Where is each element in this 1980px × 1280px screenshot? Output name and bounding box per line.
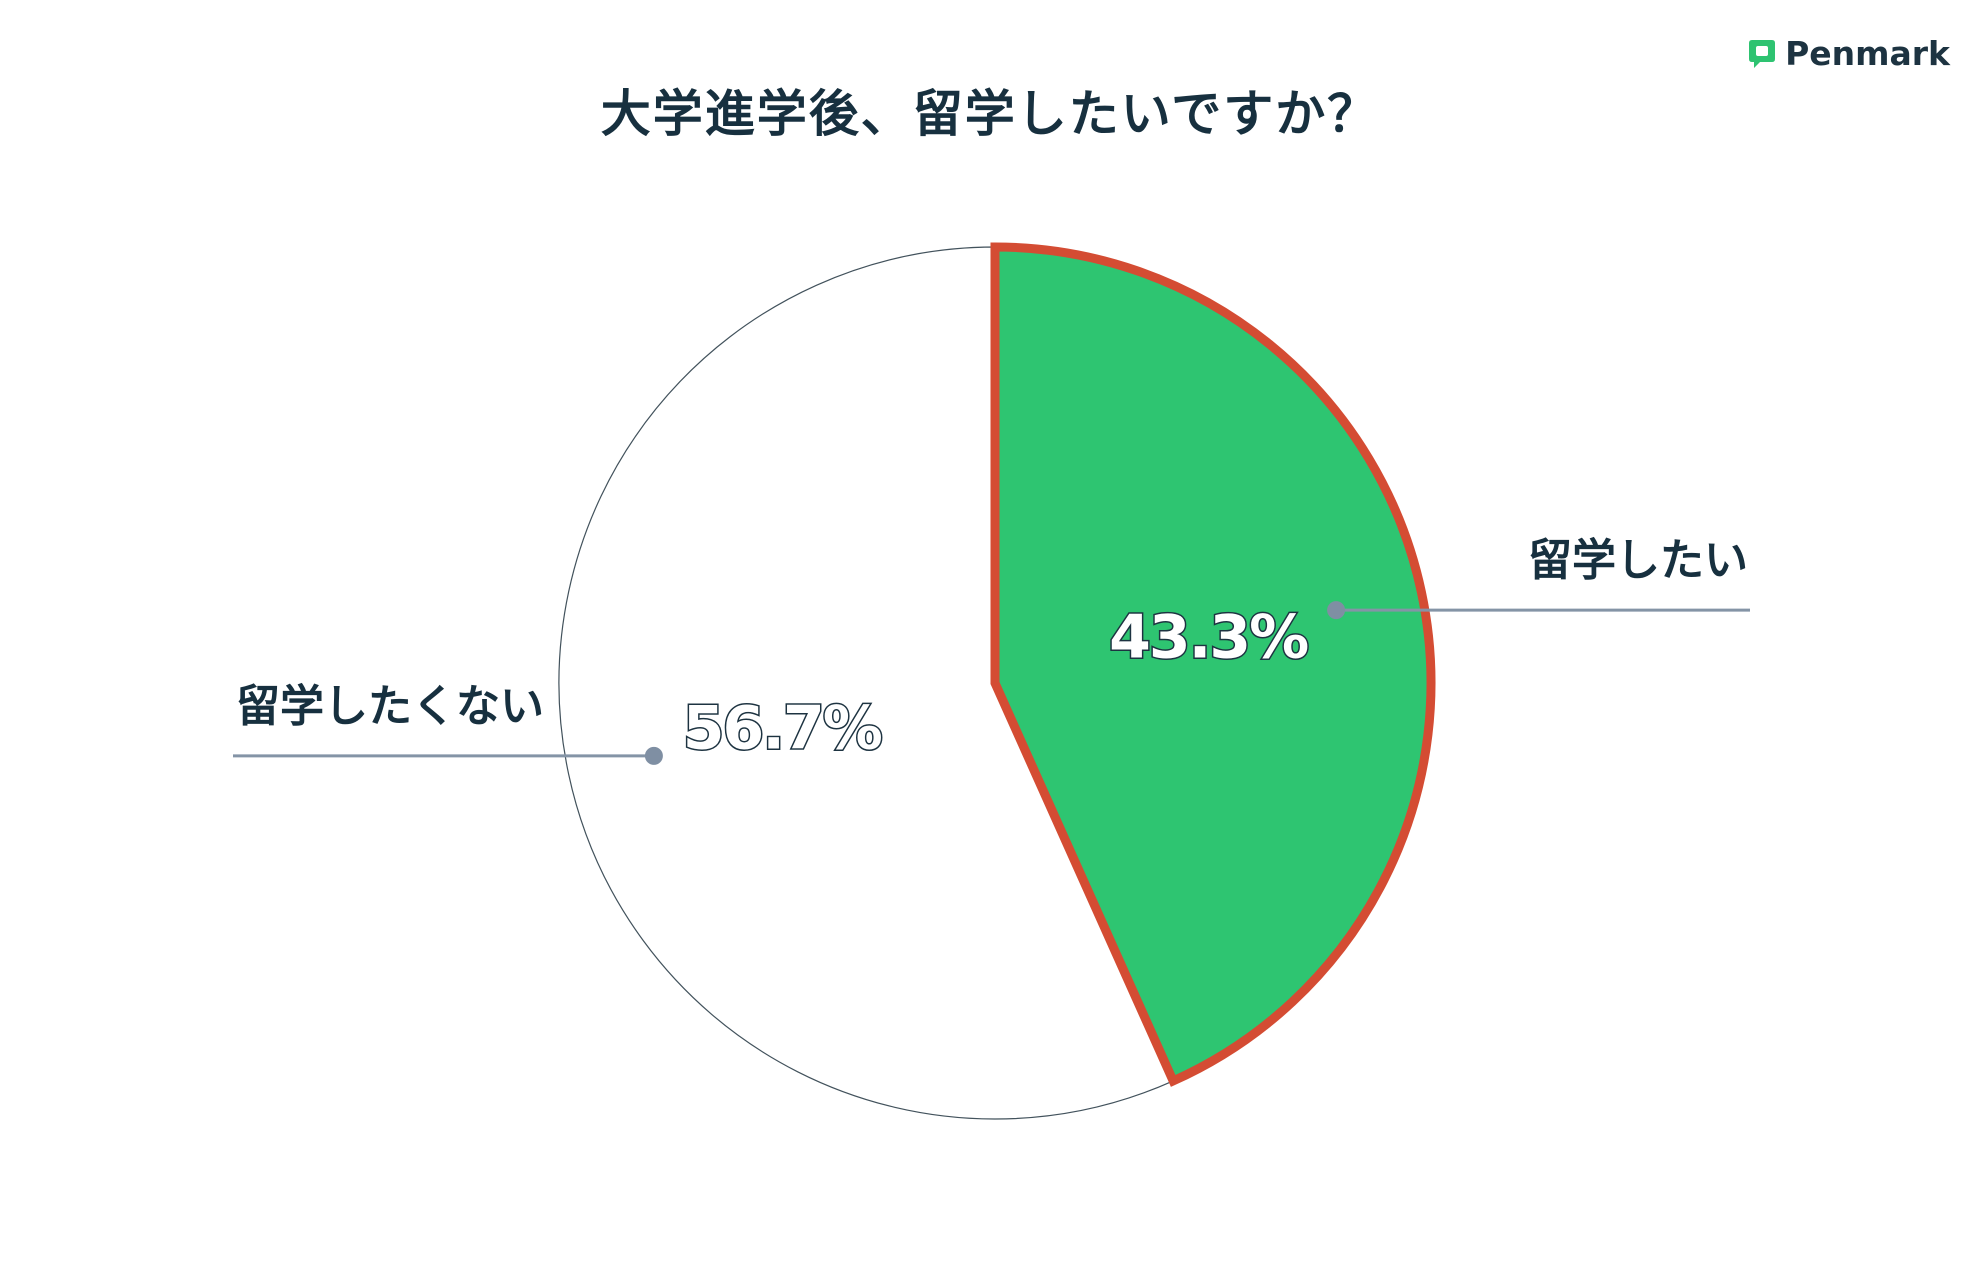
- leader-dot: [644, 746, 663, 765]
- brand-logo: Penmark: [1747, 34, 1950, 73]
- speech-bubble-p-icon: [1749, 39, 1776, 68]
- pie-slice: [558, 246, 1174, 1120]
- leader-dot: [1327, 601, 1346, 620]
- slice-value-label: 43.3%: [1109, 602, 1308, 672]
- pie-slice: [990, 242, 1436, 1087]
- chart-title: 大学進学後、留学したいですか？: [600, 85, 1380, 143]
- slice-category-label: 留学したい: [1528, 535, 1748, 586]
- slice-category-label: 留学したくない: [236, 681, 544, 732]
- slice-value-label: 56.7%: [683, 694, 882, 764]
- pie-slices: [558, 242, 1436, 1120]
- brand-name: Penmark: [1785, 34, 1950, 73]
